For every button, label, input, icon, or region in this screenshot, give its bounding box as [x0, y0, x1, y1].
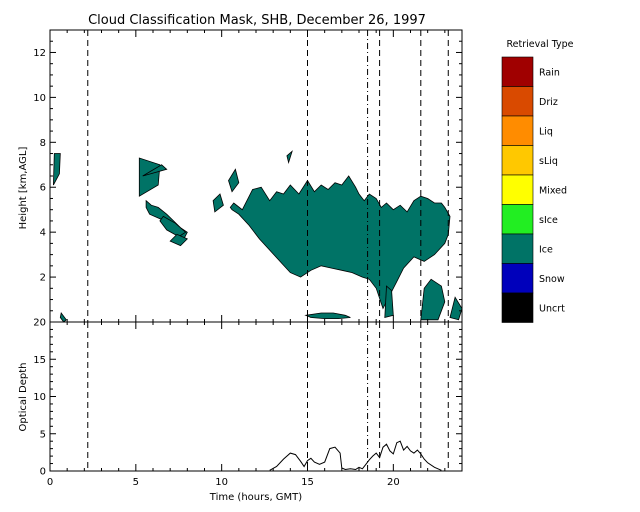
y-tick-label: 2 — [40, 273, 46, 284]
legend-swatch — [501, 174, 534, 205]
legend-swatch — [501, 292, 534, 323]
y-tick-label: 6 — [40, 183, 46, 194]
y-tick-label: 12 — [33, 48, 46, 59]
x-tick-label: 20 — [387, 477, 400, 488]
ice-region — [169, 233, 189, 247]
x-tick-label: 15 — [301, 477, 314, 488]
top-reference-lines — [87, 30, 449, 322]
top-y-axis-label: Height [km,AGL] — [18, 147, 29, 230]
y-tick-label: 0 — [40, 467, 46, 478]
y-tick-label: 8 — [40, 138, 46, 149]
cloud-mask-panel: 2 4 6 8 10 12 Height [km,AGL] — [18, 29, 463, 323]
x-tick-label: 0 — [47, 477, 53, 488]
legend-label: sLiq — [539, 156, 558, 167]
y-tick-label: 5 — [40, 429, 46, 440]
legend-swatch — [501, 263, 534, 294]
y-tick-label: 20 — [33, 318, 46, 329]
legend-items: Rain Driz Liq sLiq Mixed sIce Ice Snow Uncrt — [501, 56, 567, 323]
ice-region — [212, 193, 224, 213]
legend-label: Rain — [539, 67, 560, 78]
x-tick-label: 10 — [215, 477, 228, 488]
legend-label: Snow — [539, 274, 565, 285]
chart-title: Cloud Classification Mask, SHB, December… — [88, 13, 426, 28]
ice-region — [304, 312, 351, 320]
legend-label: sIce — [539, 215, 558, 226]
ice-region — [138, 157, 161, 197]
legend-swatch — [501, 115, 534, 146]
ice-region — [420, 278, 446, 321]
legend-swatch — [501, 204, 534, 235]
legend-label: Driz — [539, 97, 558, 108]
y-tick-label: 10 — [33, 392, 46, 403]
ice-region — [384, 285, 394, 319]
legend-title: Retrieval Type — [506, 39, 573, 50]
optical-depth-panel: 0 5 10 15 20 0 5 10 15 20 Optical Depth Time (ho… — [18, 318, 463, 503]
x-axis-label: Time (hours, GMT) — [209, 492, 303, 503]
legend-swatch — [501, 86, 534, 117]
legend: Retrieval Type Rain Driz Liq sLiq Mixed sIce I… — [501, 39, 574, 323]
ice-regions — [53, 150, 463, 323]
legend-swatch — [501, 233, 534, 264]
legend-label: Mixed — [539, 185, 567, 196]
bottom-y-axis: 0 5 10 15 20 — [33, 318, 462, 478]
y-tick-label: 10 — [33, 93, 46, 104]
ice-region — [142, 164, 168, 177]
x-tick-label: 5 — [133, 477, 139, 488]
legend-swatch — [501, 145, 534, 176]
legend-label: Liq — [539, 126, 553, 137]
ice-region — [228, 168, 240, 193]
legend-label: Ice — [539, 244, 553, 255]
ice-region — [286, 150, 293, 164]
bottom-y-axis-label: Optical Depth — [18, 363, 29, 432]
bottom-x-axis: 0 5 10 15 20 — [47, 322, 463, 488]
optical-depth-line — [269, 440, 442, 471]
legend-label: Uncrt — [539, 303, 565, 314]
legend-swatch — [501, 56, 534, 87]
top-y-axis: 2 4 6 8 10 12 — [33, 40, 462, 312]
ice-region — [229, 175, 451, 310]
y-tick-label: 4 — [40, 228, 46, 239]
bottom-reference-lines — [87, 322, 449, 471]
y-tick-label: 15 — [33, 355, 46, 366]
ice-region — [53, 153, 61, 186]
